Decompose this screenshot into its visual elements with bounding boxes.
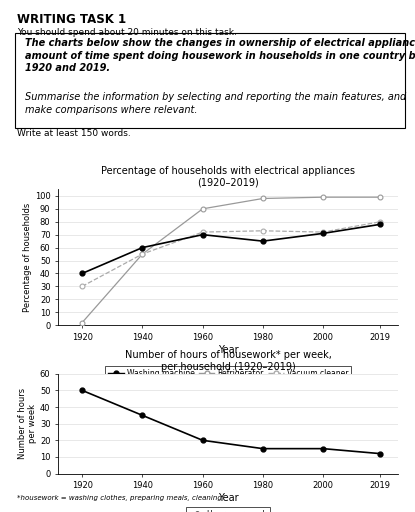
Text: *housework = washing clothes, preparing meals, cleaning: *housework = washing clothes, preparing … [17,495,222,501]
Text: The charts below show the changes in ownership of electrical appliances and
amou: The charts below show the changes in own… [25,38,415,73]
Text: Write at least 150 words.: Write at least 150 words. [17,129,130,138]
Legend: Washing machine, Refrigerator, Vacuum cleaner: Washing machine, Refrigerator, Vacuum cl… [105,366,351,381]
Text: You should spend about 20 minutes on this task.: You should spend about 20 minutes on thi… [17,28,237,37]
Title: Number of hours of housework* per week,
per household (1920–2019): Number of hours of housework* per week, … [125,350,332,372]
X-axis label: Year: Year [218,345,239,354]
Text: Summarise the information by selecting and reporting the main features, and
make: Summarise the information by selecting a… [25,92,406,115]
Text: WRITING TASK 1: WRITING TASK 1 [17,13,126,26]
Legend: Hours per week: Hours per week [186,506,271,512]
Title: Percentage of households with electrical appliances
(1920–2019): Percentage of households with electrical… [101,166,355,187]
Y-axis label: Number of hours
per week: Number of hours per week [18,388,37,459]
Y-axis label: Percentage of households: Percentage of households [23,203,32,312]
X-axis label: Year: Year [218,493,239,503]
